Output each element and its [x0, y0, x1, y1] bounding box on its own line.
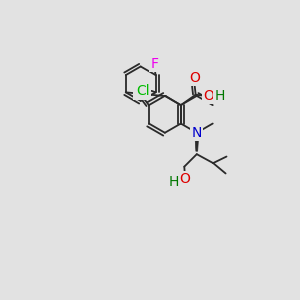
Text: N: N: [192, 126, 202, 140]
Text: O: O: [189, 71, 200, 85]
Text: H: H: [214, 89, 225, 103]
Text: O: O: [134, 85, 146, 99]
Text: F: F: [150, 57, 158, 71]
Text: O: O: [179, 172, 190, 186]
Text: H: H: [168, 175, 179, 189]
Polygon shape: [195, 136, 199, 151]
Text: Cl: Cl: [136, 84, 150, 98]
Text: O: O: [203, 89, 214, 103]
